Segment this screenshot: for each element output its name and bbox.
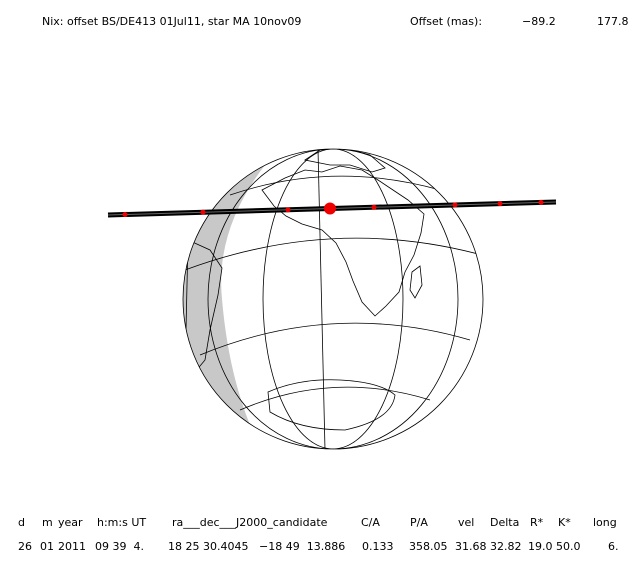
column-header: Delta	[490, 516, 519, 529]
column-header: K*	[558, 516, 571, 529]
column-header: year	[58, 516, 83, 529]
data-table: d m year h:m:s UT ra___dec___J2000_candi…	[18, 516, 619, 553]
column-header: h:m:s UT	[97, 516, 146, 529]
offset-value: 177.8	[597, 15, 629, 28]
madagascar	[409, 265, 423, 299]
parallel	[184, 237, 483, 271]
time-dot	[452, 202, 458, 208]
offset-value: −89.2	[522, 15, 556, 28]
column-header: P/A	[410, 516, 428, 529]
night-side	[183, 165, 265, 425]
time-dot	[200, 209, 206, 215]
offset-label: Offset (mas):	[410, 15, 482, 28]
parallel	[239, 386, 431, 411]
column-header: long	[593, 516, 617, 529]
column-header: m	[42, 516, 53, 529]
time-dot	[285, 207, 291, 213]
map-title: Nix: offset BS/DE413 01Jul11, star MA 10…	[42, 15, 301, 28]
cell: 358.05	[409, 540, 448, 553]
column-header: vel	[458, 516, 474, 529]
time-dot	[497, 201, 503, 207]
cell: 19.0	[528, 540, 553, 553]
column-header: ra___dec___J2000_candidate	[172, 516, 328, 529]
column-header: C/A	[361, 516, 380, 529]
cell: 2011	[58, 540, 86, 553]
closest-approach	[324, 202, 336, 215]
cell: 18 25 30.4045	[168, 540, 248, 553]
cell: 50.0	[556, 540, 581, 553]
column-header: R*	[530, 516, 544, 529]
cell: 32.82	[490, 540, 522, 553]
globe	[182, 148, 484, 450]
time-dot	[538, 199, 544, 205]
meridian	[317, 149, 326, 449]
column-header: d	[18, 516, 25, 529]
cell: 6.	[608, 540, 619, 553]
cell: 09 39 4.	[95, 540, 144, 553]
time-dot	[122, 212, 128, 217]
meridian	[262, 149, 404, 449]
cell: 01	[40, 540, 54, 553]
cell: 26	[18, 540, 32, 553]
globe-outline	[182, 148, 484, 450]
time-dot	[371, 204, 377, 210]
cell: 31.68	[455, 540, 487, 553]
parallel	[199, 322, 471, 356]
cell: 0.133	[362, 540, 394, 553]
cell: −18 49 13.886	[259, 540, 345, 553]
parallel	[229, 175, 441, 196]
meridian	[207, 149, 459, 449]
antarctica	[267, 379, 396, 431]
africa	[261, 165, 425, 317]
shadow-path	[107, 199, 557, 218]
